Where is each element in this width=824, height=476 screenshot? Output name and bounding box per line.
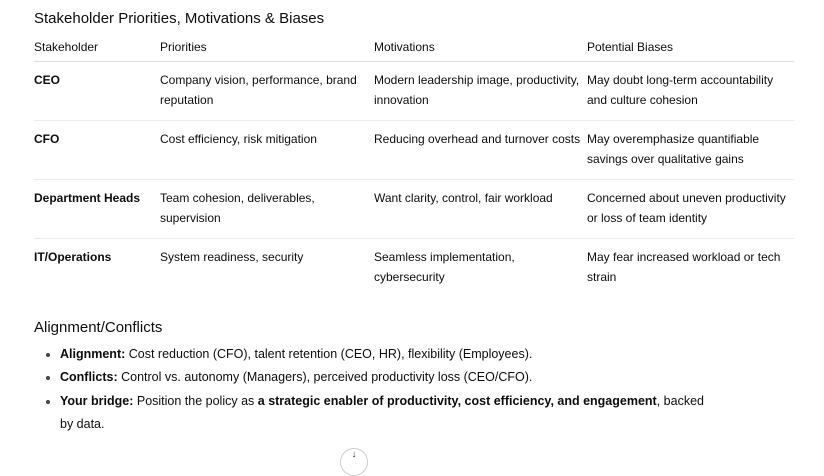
priorities-cell: Team cohesion, deliverables, supervision	[160, 179, 374, 239]
bullet-text: , backed by data.	[60, 393, 704, 431]
motivations-cell: Seamless implementation, cybersecurity	[374, 250, 515, 284]
motivations-cell: Modern leadership image, productivity, i…	[374, 61, 587, 121]
bullet-text: Position the policy as	[133, 393, 258, 408]
bullet-text: Control vs. autonomy (Managers), perceiv…	[117, 370, 533, 385]
column-header: Stakeholder	[34, 38, 160, 62]
biases-cell: Concerned about uneven productivity or l…	[587, 179, 794, 239]
priorities-cell: Company vision, performance, brand reput…	[160, 61, 374, 121]
scroll-down-button[interactable]: ↓	[340, 448, 368, 476]
biases-cell: May doubt long-term accountability and c…	[587, 61, 794, 121]
bullet-text: Cost reduction (CFO), talent retention (…	[125, 347, 533, 361]
section-title: Stakeholder Priorities, Motivations & Bi…	[34, 10, 325, 27]
bullet-list: Alignment: Cost reduction (CFO), talent …	[34, 343, 720, 436]
arrow-down-icon: ↓	[351, 449, 357, 460]
stakeholder-cell: CFO	[34, 120, 160, 180]
priorities-cell: Cost efficiency, risk mitigation	[160, 120, 374, 180]
table-row: Department Heads Team cohesion, deliverab…	[34, 179, 794, 239]
column-header: Motivations	[374, 38, 587, 62]
stakeholder-table: Stakeholder Priorities Motivations Poten…	[34, 38, 794, 297]
stakeholder-cell: Department Heads	[34, 179, 160, 239]
table-row: IT/Operations System readiness, security S…	[34, 239, 794, 298]
table-row: CFO Cost efficiency, risk mitigation Reduc…	[34, 120, 794, 180]
stakeholder-cell: CEO	[34, 61, 160, 121]
table-header-row: Stakeholder Priorities Motivations Poten…	[34, 38, 794, 62]
motivations-cell: Reducing overhead and turnover costs	[374, 120, 587, 180]
biases-cell: May overemphasize quantifiable savings o…	[587, 120, 794, 180]
bullet-label: Your bridge:	[60, 393, 134, 408]
bullet-label: Alignment:	[60, 347, 126, 361]
section-title: Alignment/Conflicts	[34, 319, 163, 336]
list-item: Your bridge: Position the policy as a st…	[60, 390, 720, 437]
column-header: Priorities	[160, 38, 374, 62]
list-item: Alignment: Cost reduction (CFO), talent …	[60, 343, 720, 366]
column-header: Potential Biases	[587, 38, 794, 62]
priorities-cell: System readiness, security	[160, 250, 304, 264]
list-item: Conflicts: Control vs. autonomy (Manager…	[60, 366, 720, 389]
table-row: CEO Company vision, performance, brand re…	[34, 61, 794, 121]
biases-cell: May fear increased workload or tech stra…	[587, 250, 781, 284]
bullet-label: Conflicts:	[60, 370, 118, 385]
stakeholder-cell: IT/Operations	[34, 250, 112, 264]
bullet-emphasis: a strategic enabler of productivity, cos…	[257, 393, 657, 408]
motivations-cell: Want clarity, control, fair workload	[374, 179, 587, 239]
